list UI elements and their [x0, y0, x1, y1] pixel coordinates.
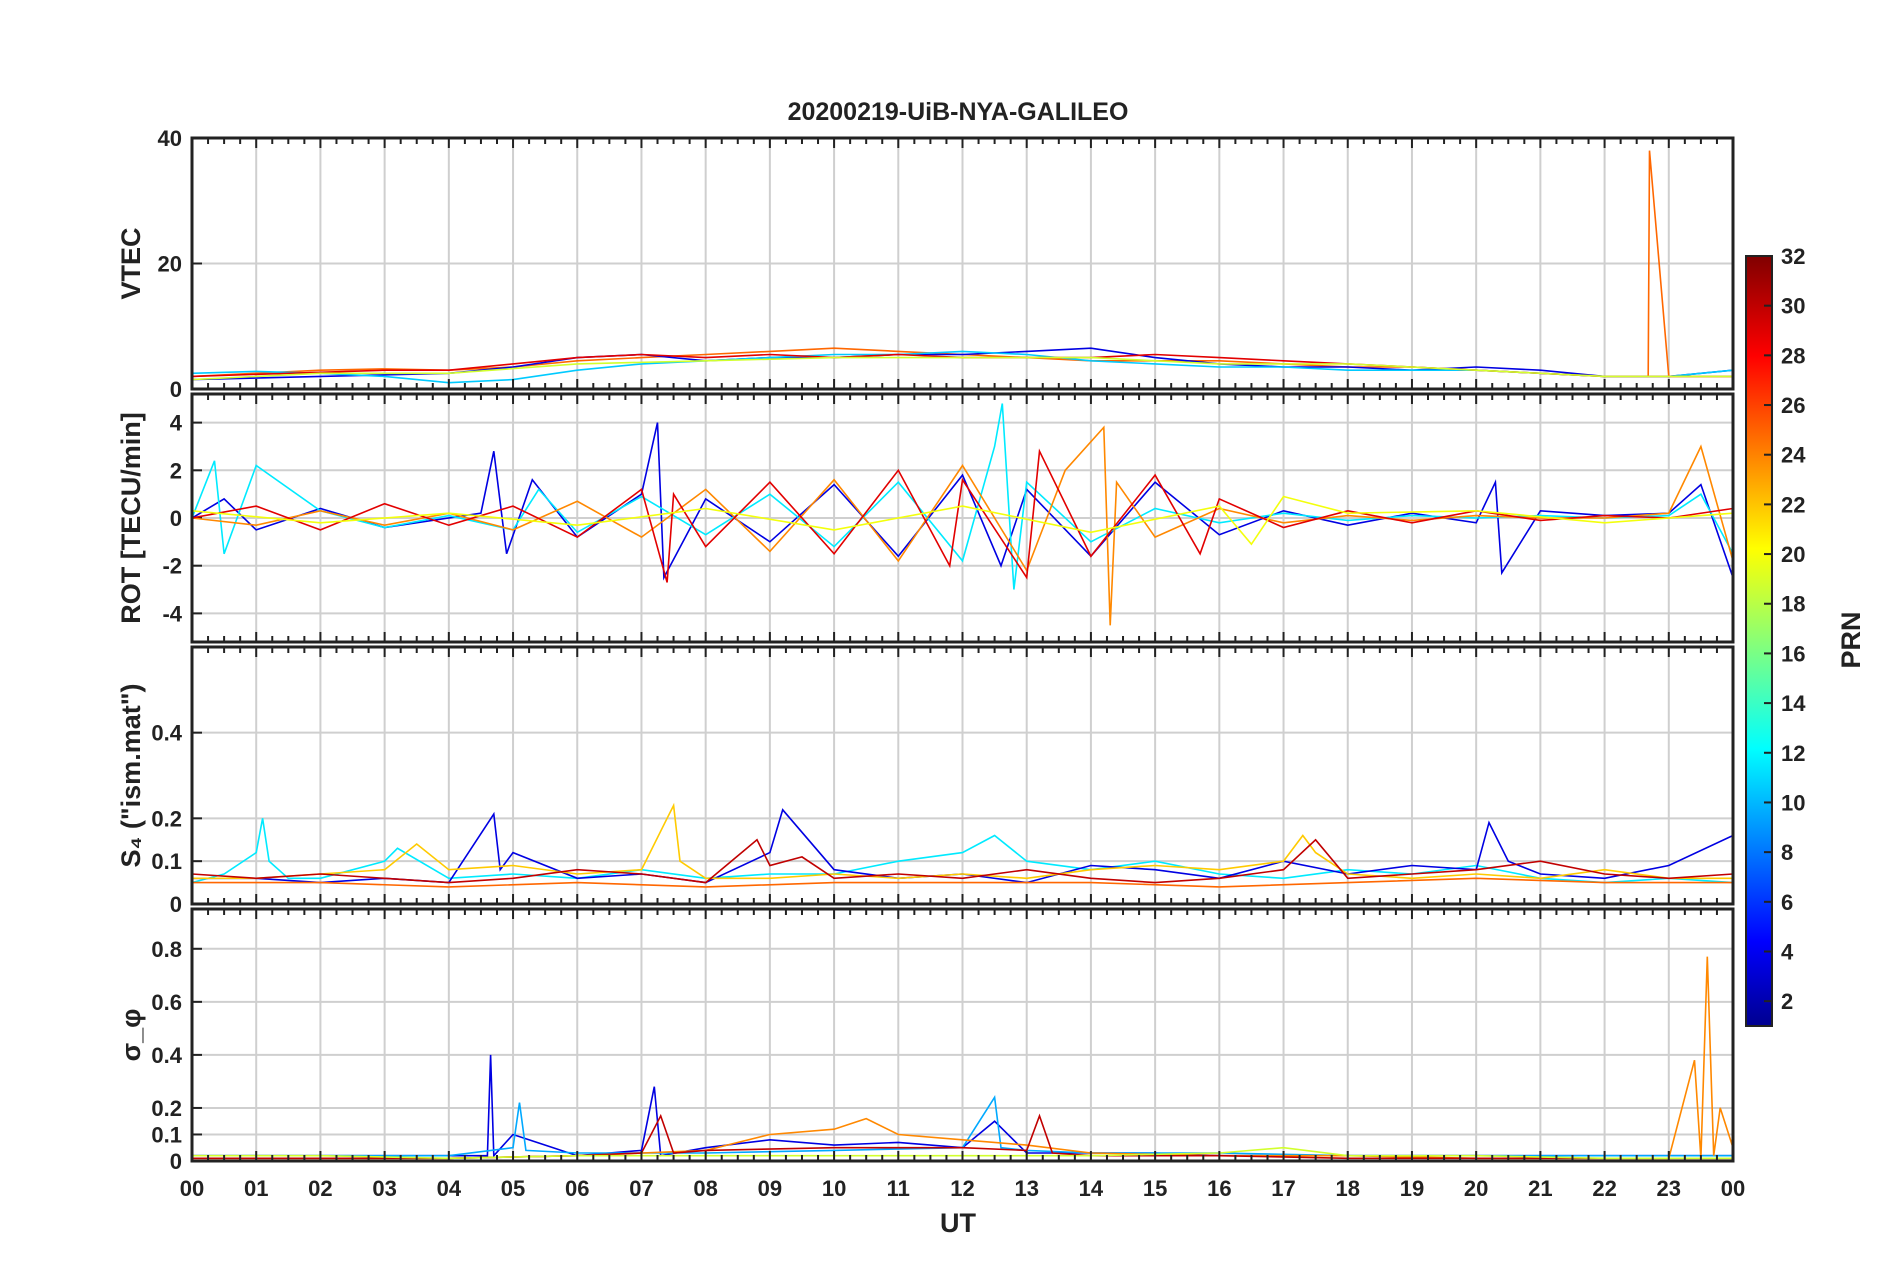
x-tick-label: 19 — [1400, 1176, 1424, 1201]
traces — [192, 403, 1733, 626]
colorbar-tick-label: 14 — [1781, 691, 1806, 716]
y-tick-label: -4 — [162, 601, 182, 626]
colorbar-tick-label: 16 — [1781, 641, 1805, 666]
colorbar-tick-label: 22 — [1781, 492, 1805, 517]
x-tick-label: 22 — [1592, 1176, 1616, 1201]
series-line-prn-4 — [192, 422, 1733, 581]
y-axis-label: S₄ ("ism.mat") — [116, 683, 146, 867]
y-tick-label: 0.1 — [151, 849, 182, 874]
y-tick-label: 2 — [170, 458, 182, 483]
x-tick-label: 14 — [1079, 1176, 1104, 1201]
panel-frame — [190, 392, 1735, 644]
x-tick-label: 12 — [950, 1176, 974, 1201]
x-tick-label: 04 — [437, 1176, 462, 1201]
y-tick-label: 0.6 — [151, 990, 182, 1015]
x-tick-label: 06 — [565, 1176, 589, 1201]
x-tick-label: 20 — [1464, 1176, 1488, 1201]
x-tick-label: 17 — [1271, 1176, 1295, 1201]
y-tick-label: 0.1 — [151, 1122, 182, 1147]
y-tick-label: -2 — [162, 554, 182, 579]
y-axis-label: σ_φ — [116, 1009, 146, 1062]
panel-1: 0 20 40 VTEC — [116, 126, 1735, 402]
panel-3: 0 0.1 0.2 0.4S₄ ("ism.mat") — [116, 645, 1735, 917]
series-line-prn-20 — [192, 495, 1733, 546]
x-axis-label: UT — [940, 1208, 976, 1238]
y-tick-label: 0.4 — [151, 721, 182, 746]
colorbar-tick-label: 26 — [1781, 393, 1805, 418]
x-axis: 00 01 02 03 04 05 06 07 08 09 10 11 12 13 14 15 16 17 18 19… — [180, 1176, 1745, 1201]
colorbar-tick-label: 10 — [1781, 790, 1805, 815]
series-line-prn-29 — [192, 448, 1733, 583]
x-tick-label: 11 — [887, 1176, 910, 1201]
x-tick-label: 18 — [1336, 1176, 1360, 1201]
y-tick-label: 0.2 — [151, 1096, 182, 1121]
y-tick-label: 0 — [170, 377, 182, 402]
x-tick-label: 21 — [1528, 1176, 1552, 1201]
colorbar-tick-label: 30 — [1781, 294, 1805, 319]
x-tick-label: 02 — [308, 1176, 332, 1201]
colorbar-tick-label: 8 — [1781, 840, 1793, 865]
colorbar-tick-label: 4 — [1781, 939, 1794, 964]
x-tick-label: 09 — [758, 1176, 782, 1201]
series-line-prn-24 — [192, 425, 1733, 626]
y-tick-label: 0 — [170, 506, 182, 531]
colorbar-gradient — [1745, 255, 1773, 1027]
panel-2: -4 -2 0 2 4 ROT [TECU/min] — [116, 392, 1735, 644]
panel-4: 00.10.2 0.4 0.6 0.8 σ_φ — [116, 907, 1735, 1174]
y-tick-label: 4 — [170, 411, 183, 436]
colorbar-tick-label: 20 — [1781, 542, 1805, 567]
x-tick-label: 01 — [244, 1176, 268, 1201]
y-axis-label: ROT [TECU/min] — [116, 412, 146, 623]
y-tick-label: 0.4 — [151, 1043, 182, 1068]
colorbar-tick-label: 12 — [1781, 741, 1805, 766]
y-tick-label: 0 — [170, 892, 182, 917]
colorbar-tick-label: 6 — [1781, 890, 1793, 915]
x-tick-label: 00 — [1721, 1176, 1745, 1201]
x-tick-label: 08 — [693, 1176, 717, 1201]
y-tick-label: 20 — [158, 252, 182, 277]
x-tick-label: 16 — [1207, 1176, 1231, 1201]
x-tick-label: 23 — [1657, 1176, 1681, 1201]
x-tick-label: 07 — [629, 1176, 653, 1201]
colorbar-tick-label: 18 — [1781, 592, 1805, 617]
colorbar-label: PRN — [1836, 611, 1866, 668]
series-line-prn-4 — [192, 347, 1733, 381]
y-tick-label: 40 — [158, 126, 182, 151]
series-line-prn-22 — [192, 802, 1733, 880]
traces — [192, 802, 1733, 888]
panel-frame — [190, 907, 1735, 1163]
x-tick-label: 15 — [1143, 1176, 1167, 1201]
x-tick-label: 03 — [372, 1176, 396, 1201]
y-tick-label: 0.2 — [151, 806, 182, 831]
colorbar-tick-label: 24 — [1781, 443, 1806, 468]
colorbar-tick-label: 28 — [1781, 343, 1805, 368]
y-tick-label: 0 — [170, 1149, 182, 1174]
series-line-prn-30 — [192, 838, 1733, 884]
colorbar-tick-label: 2 — [1781, 989, 1793, 1014]
series-line-prn-19 — [192, 356, 1733, 381]
panel-frame — [190, 645, 1735, 906]
x-tick-label: 00 — [180, 1176, 204, 1201]
x-tick-label: 10 — [822, 1176, 846, 1201]
x-tick-label: 05 — [501, 1176, 525, 1201]
chart-title: 20200219-UiB-NYA-GALILEO — [788, 98, 1129, 126]
y-tick-label: 0.8 — [151, 937, 182, 962]
colorbar-tick-label: 32 — [1781, 244, 1805, 269]
panel-frame — [190, 136, 1735, 391]
y-axis-label: VTEC — [116, 227, 146, 299]
series-line-prn-25 — [192, 877, 1733, 888]
x-tick-label: 13 — [1014, 1176, 1038, 1201]
